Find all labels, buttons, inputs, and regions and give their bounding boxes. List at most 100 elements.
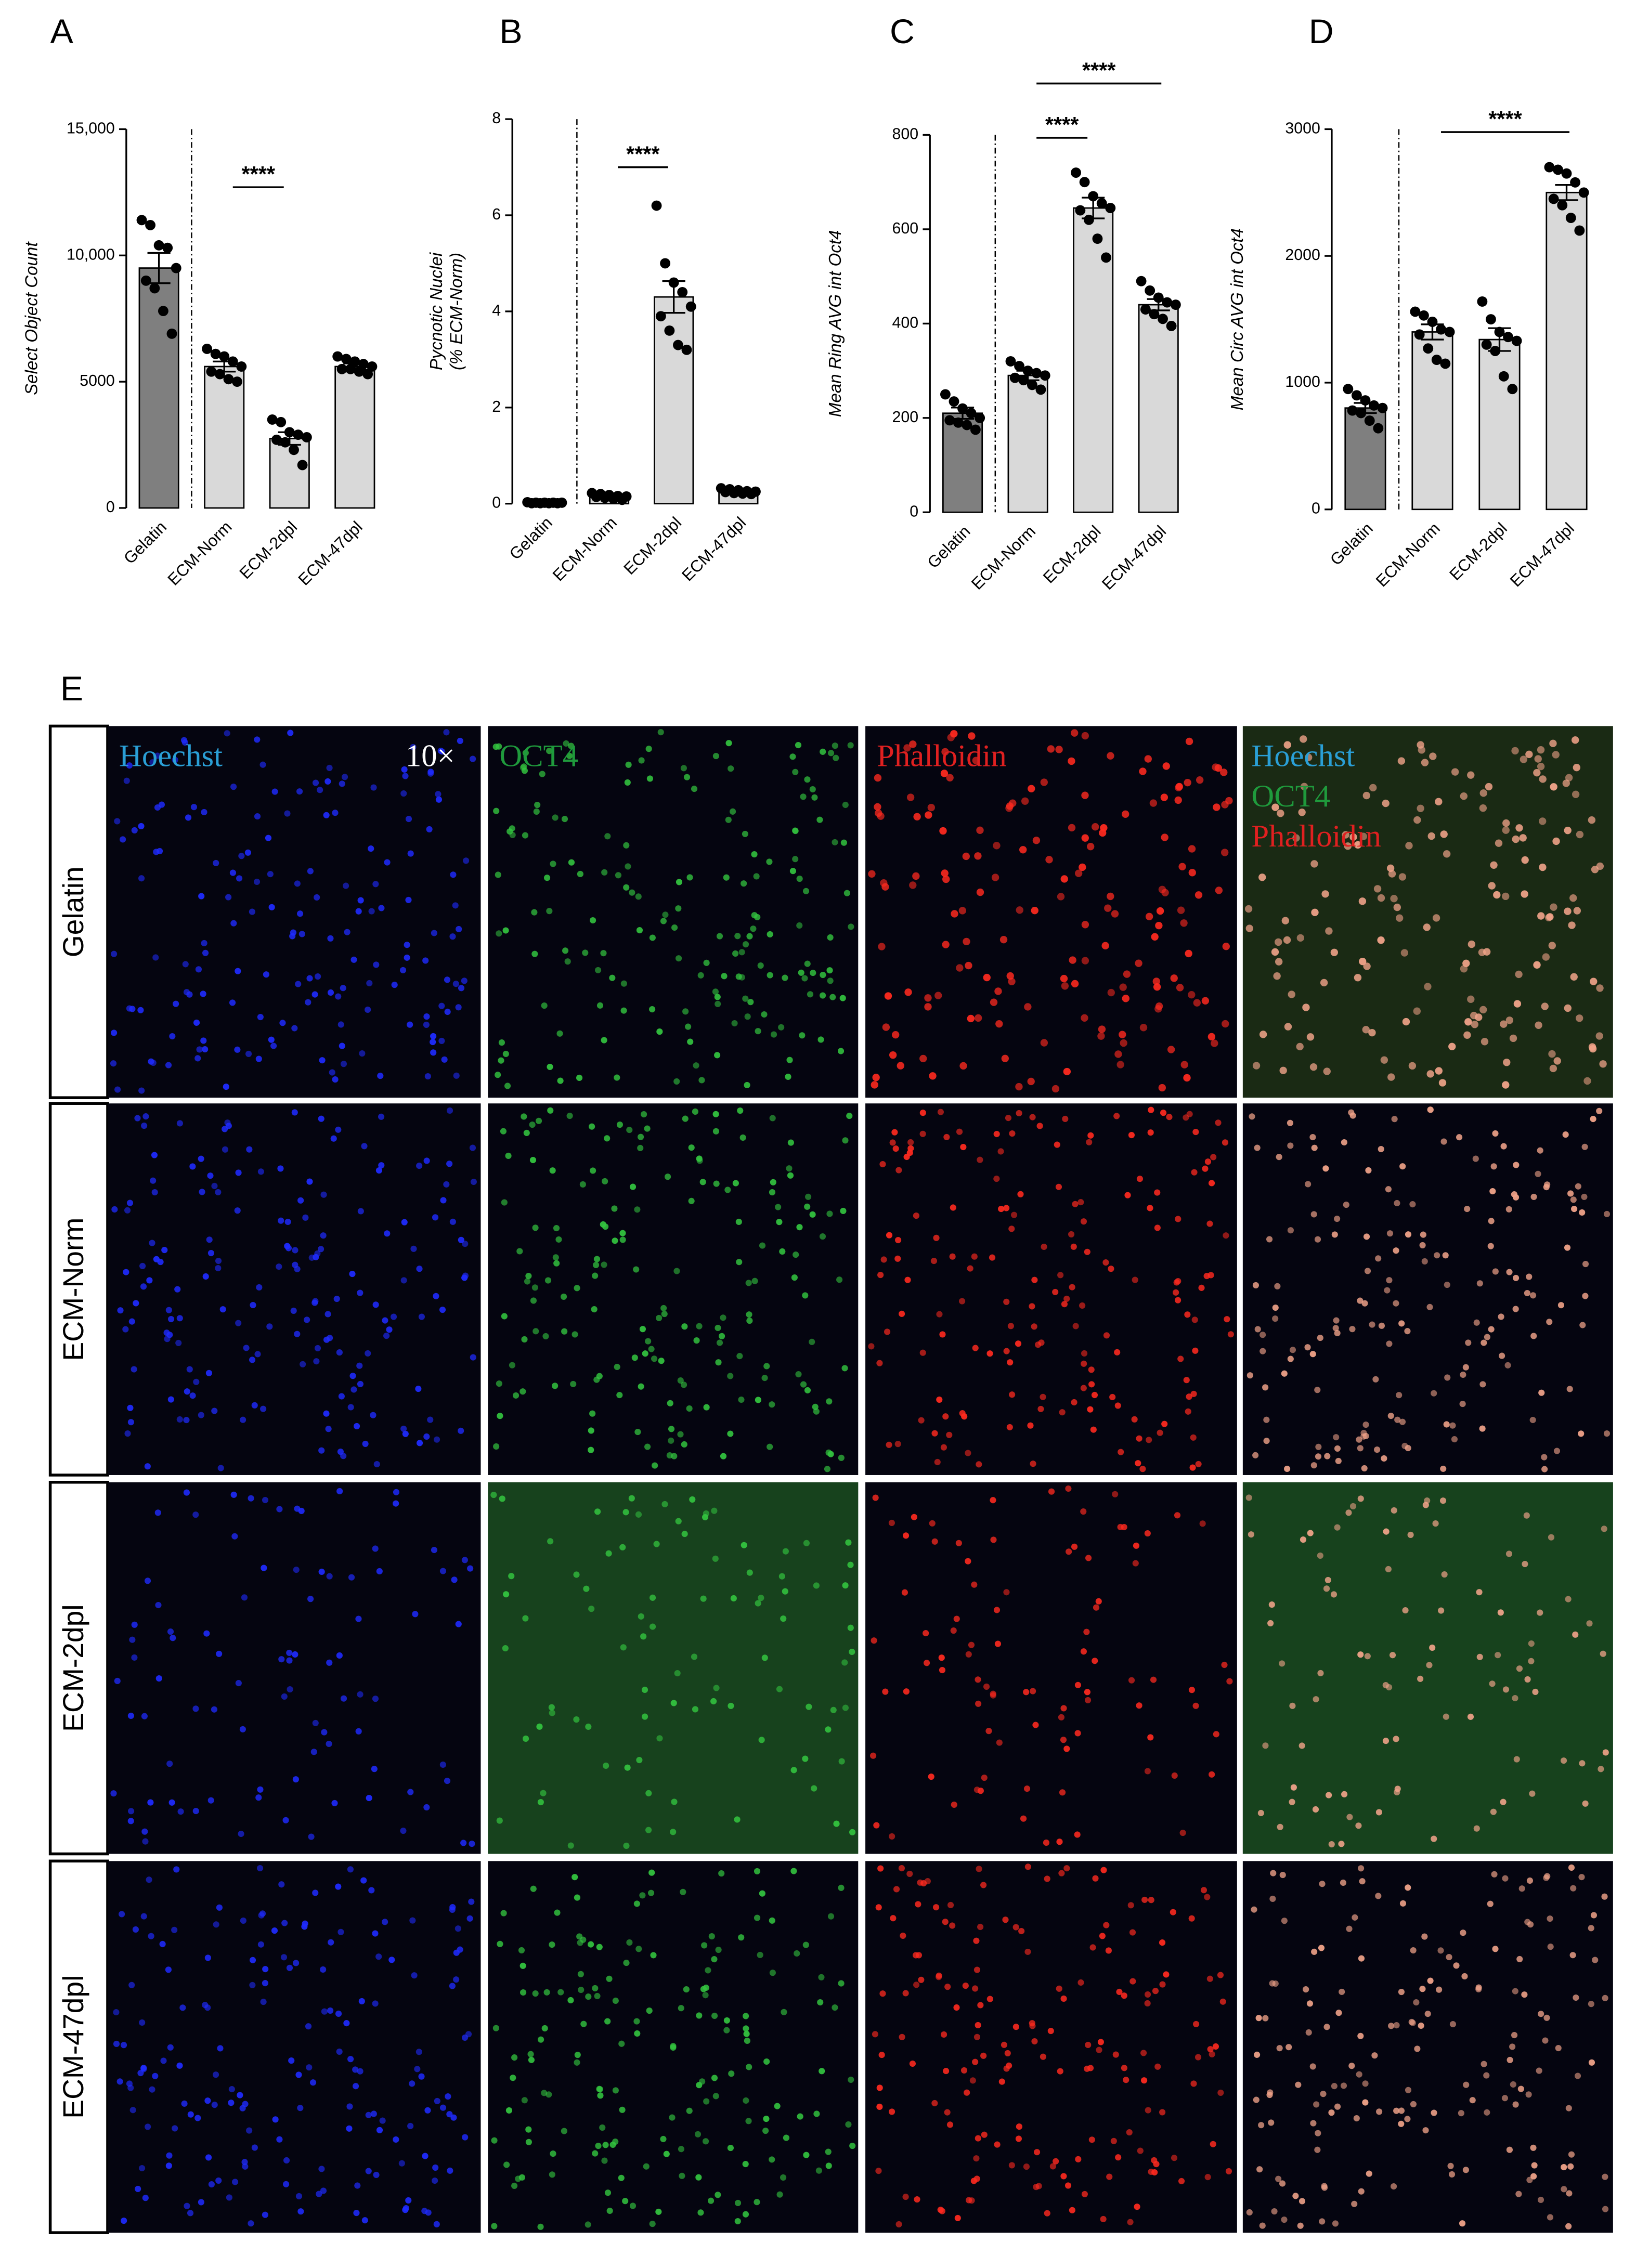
cell bbox=[1511, 1191, 1517, 1198]
cell bbox=[680, 1381, 687, 1388]
cell bbox=[172, 2125, 178, 2132]
cell bbox=[891, 1031, 900, 1039]
cell bbox=[277, 1165, 284, 1172]
cell bbox=[1271, 803, 1279, 811]
cell bbox=[1323, 1067, 1331, 1075]
cell bbox=[1448, 1042, 1456, 1050]
y-tick-label: 600 bbox=[892, 220, 919, 237]
cell bbox=[444, 1008, 451, 1015]
cell bbox=[135, 2185, 141, 2192]
cell bbox=[648, 1869, 655, 1876]
cell bbox=[1084, 1689, 1090, 1696]
cell bbox=[170, 1635, 176, 1641]
cell bbox=[1128, 1677, 1135, 1684]
micrograph bbox=[865, 1482, 1237, 1854]
cell bbox=[840, 839, 847, 846]
cell bbox=[1154, 1189, 1161, 1196]
cell bbox=[1209, 1771, 1215, 1778]
cell bbox=[1537, 746, 1545, 754]
cell bbox=[801, 975, 808, 982]
cell bbox=[1476, 1653, 1483, 1660]
cell bbox=[995, 1020, 1003, 1028]
cell bbox=[1080, 1385, 1087, 1391]
data-point bbox=[301, 432, 312, 442]
cell bbox=[536, 1723, 543, 1730]
cell bbox=[1223, 1232, 1229, 1239]
cell bbox=[512, 1392, 520, 1399]
cell bbox=[682, 1115, 689, 1122]
cell bbox=[1116, 1988, 1123, 1996]
cell bbox=[928, 1773, 934, 1780]
cell bbox=[629, 889, 635, 896]
cell bbox=[660, 918, 667, 924]
cell bbox=[1124, 1192, 1131, 1198]
cell bbox=[283, 2157, 290, 2164]
channel-label: OCT4 bbox=[499, 739, 578, 774]
cell bbox=[648, 1346, 655, 1352]
cell bbox=[460, 1840, 467, 1846]
cell bbox=[849, 1648, 855, 1656]
cell bbox=[1200, 1887, 1207, 1894]
cell bbox=[318, 1115, 324, 1122]
cell bbox=[1516, 1956, 1523, 1962]
cell bbox=[661, 1311, 668, 1318]
cell bbox=[1592, 1957, 1599, 1963]
cell bbox=[335, 1126, 342, 1133]
cell bbox=[516, 1248, 523, 1255]
cell bbox=[813, 1408, 820, 1415]
cell bbox=[1081, 2191, 1088, 2197]
cell bbox=[522, 749, 529, 757]
cell bbox=[1590, 977, 1598, 985]
cell bbox=[187, 2111, 194, 2118]
cell bbox=[1588, 2059, 1595, 2066]
x-tick-label: ECM-2dpl bbox=[1040, 522, 1105, 586]
cell bbox=[256, 1284, 263, 1291]
cell bbox=[1320, 979, 1328, 987]
cell bbox=[1394, 1416, 1401, 1423]
cell bbox=[769, 1189, 776, 1196]
cell bbox=[730, 808, 736, 815]
cell bbox=[576, 1074, 583, 1081]
cell bbox=[731, 1020, 738, 1027]
cell bbox=[1283, 936, 1291, 944]
cell bbox=[1330, 948, 1338, 956]
row-label-box bbox=[48, 1102, 109, 1477]
cell bbox=[248, 2220, 254, 2227]
cell bbox=[439, 1568, 446, 1574]
cell bbox=[1222, 1139, 1229, 1146]
cell bbox=[577, 1939, 583, 1946]
cell bbox=[944, 1984, 951, 1990]
cell bbox=[1399, 1163, 1406, 1170]
data-point bbox=[1436, 324, 1446, 335]
cell bbox=[1249, 1113, 1255, 1120]
cell bbox=[316, 2191, 322, 2197]
cell bbox=[564, 958, 571, 965]
cell bbox=[432, 1214, 439, 1221]
cell bbox=[1060, 2173, 1067, 2180]
cell bbox=[1056, 1985, 1062, 1992]
data-point bbox=[1498, 371, 1509, 382]
cell bbox=[919, 1130, 926, 1137]
cell bbox=[1081, 1014, 1088, 1022]
cell bbox=[161, 1246, 168, 1254]
cell bbox=[761, 1375, 768, 1381]
cell bbox=[1121, 1524, 1127, 1531]
cell bbox=[1528, 1658, 1535, 1664]
cell bbox=[1357, 1445, 1364, 1452]
cell bbox=[1570, 1885, 1577, 1892]
cell bbox=[1524, 1676, 1531, 1683]
cell bbox=[207, 1249, 214, 1257]
cell bbox=[1279, 1660, 1286, 1667]
cell bbox=[671, 924, 678, 931]
cell bbox=[732, 950, 739, 957]
cell bbox=[585, 1723, 592, 1730]
cell bbox=[176, 2062, 183, 2069]
cell bbox=[743, 2030, 750, 2037]
cell bbox=[776, 2191, 783, 2198]
cell bbox=[1331, 2083, 1338, 2090]
cell bbox=[1410, 2101, 1417, 2107]
cell bbox=[1331, 1231, 1338, 1238]
cell bbox=[126, 2080, 133, 2087]
cell bbox=[1192, 1129, 1199, 1136]
cell bbox=[669, 2114, 676, 2121]
